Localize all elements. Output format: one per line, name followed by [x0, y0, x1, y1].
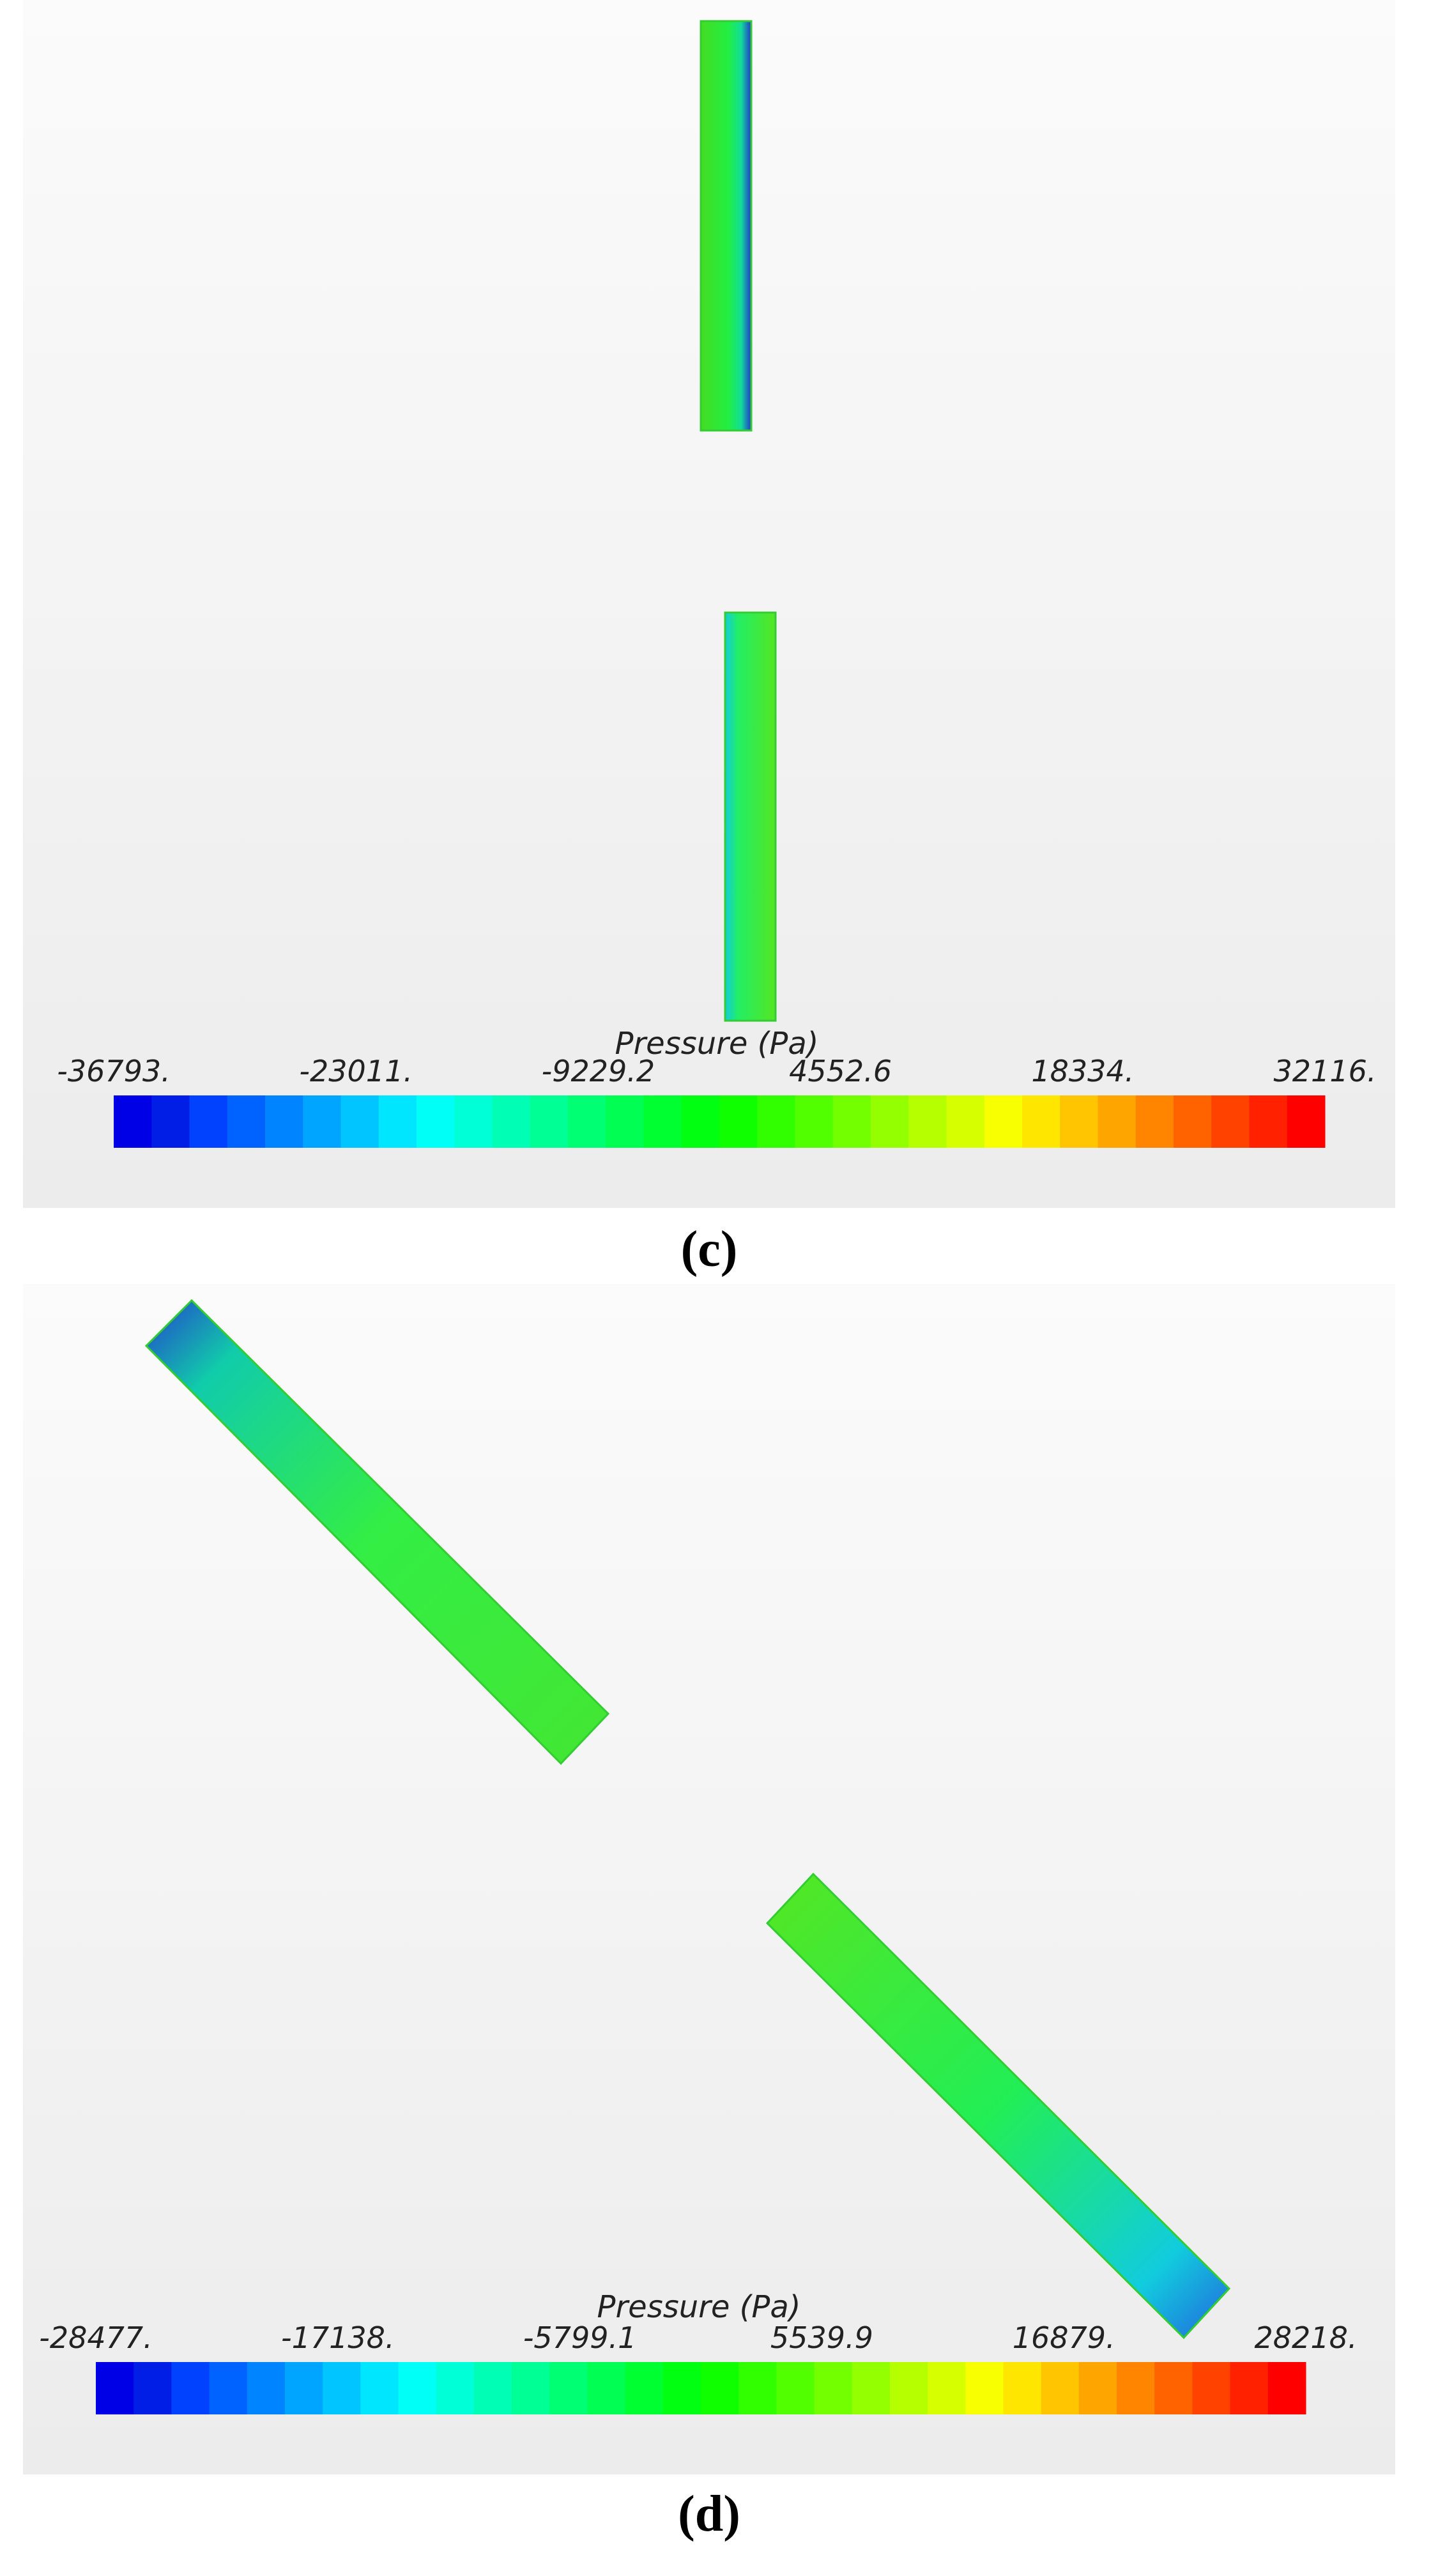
colorbar-segment — [209, 2362, 248, 2414]
colorbar-segment — [1230, 2362, 1269, 2414]
colorbar-segment — [1192, 2362, 1231, 2414]
colorbar-segment — [908, 1095, 947, 1148]
colorbar-segment — [1041, 2362, 1080, 2414]
colorbar-segment — [795, 1095, 834, 1148]
panel: Pressure (Pa) (d) -28477. -17138. -5799.1 5… — [23, 1284, 1395, 2542]
colorbar-tick-label: -36793. — [57, 1054, 171, 1088]
colorbar-segment — [662, 2362, 701, 2414]
colorbar-segment — [1267, 2362, 1306, 2414]
colorbar-segment — [189, 1095, 228, 1148]
colorbar-segment — [1098, 1095, 1136, 1148]
colorbar-segment — [473, 2362, 512, 2414]
colorbar-tick-label: -17138. — [281, 2321, 395, 2355]
colorbar-tick-label: 18334. — [1031, 1054, 1134, 1088]
colorbar-segment — [454, 1095, 493, 1148]
colorbar-segment — [151, 1095, 190, 1148]
colorbar-segment — [530, 1095, 569, 1148]
colorbar-segment — [871, 1095, 909, 1148]
colorbar-segment — [247, 2362, 286, 2414]
blade — [144, 1299, 610, 1765]
colorbar-segment — [1135, 1095, 1174, 1148]
colorbar-tick-label: -5799.1 — [523, 2321, 637, 2355]
colorbar-segment — [1060, 1095, 1098, 1148]
colorbar-segment — [852, 2362, 891, 2414]
colorbar-segment — [1211, 1095, 1250, 1148]
colorbar-segment — [341, 1095, 379, 1148]
panel: Pressure (Pa) (c) -36793. -23011. -9229.2 4… — [23, 0, 1395, 1277]
colorbar-segment — [436, 2362, 475, 2414]
colorbar-segment — [625, 2362, 664, 2414]
colorbar-segment — [984, 1095, 1023, 1148]
panel-label: (d) — [678, 2486, 740, 2542]
colorbar-segment — [303, 1095, 341, 1148]
colorbar-segment — [568, 1095, 606, 1148]
colorbar-segment — [928, 2362, 966, 2414]
colorbar-tick-label: -23011. — [299, 1054, 413, 1088]
colorbar-segment — [549, 2362, 588, 2414]
colorbar-title: Pressure (Pa) — [597, 2289, 801, 2325]
colorbar-segment — [417, 1095, 455, 1148]
colorbar-segment — [1154, 2362, 1193, 2414]
blade — [700, 20, 753, 432]
colorbar-segment — [738, 2362, 777, 2414]
colorbar-segment — [378, 1095, 417, 1148]
colorbar-segment — [587, 2362, 626, 2414]
colorbar-segment — [1022, 1095, 1060, 1148]
colorbar-segment — [1003, 2362, 1042, 2414]
colorbar-tick-label: 32116. — [1274, 1054, 1377, 1088]
colorbar-segment — [832, 1095, 871, 1148]
colorbar-segment — [1117, 2362, 1155, 2414]
colorbar-segment — [946, 1095, 985, 1148]
colorbar-segment — [643, 1095, 682, 1148]
colorbar-segment — [284, 2362, 323, 2414]
colorbar-tick-label: 16879. — [1013, 2321, 1115, 2355]
colorbar-segment — [492, 1095, 531, 1148]
colorbar-segment — [681, 1095, 720, 1148]
colorbar-segment — [889, 2362, 928, 2414]
colorbar-tick-label: -9229.2 — [542, 1054, 655, 1088]
colorbar-segment — [134, 2362, 172, 2414]
blade — [724, 611, 777, 1022]
colorbar-tick-label: -28477. — [39, 2321, 153, 2355]
colorbar-segment — [512, 2362, 550, 2414]
colorbar-segment — [814, 2362, 853, 2414]
colorbar-title: Pressure (Pa) — [615, 1026, 819, 1062]
colorbar-segment — [398, 2362, 437, 2414]
colorbar-segment — [1287, 1095, 1326, 1148]
colorbar-tick-label: 28218. — [1255, 2321, 1358, 2355]
colorbar-segment — [360, 2362, 399, 2414]
colorbar-segment — [114, 1095, 152, 1148]
colorbar-segment — [701, 2362, 739, 2414]
panel-label: (c) — [681, 1221, 738, 1277]
colorbar-tick-label: 4552.6 — [789, 1054, 892, 1088]
colorbar-segment — [171, 2362, 210, 2414]
colorbar-segment — [757, 1095, 795, 1148]
colorbar-segment — [1249, 1095, 1288, 1148]
colorbar-segment — [265, 1095, 303, 1148]
colorbar-tick-label: 5539.9 — [770, 2321, 873, 2355]
colorbar-segment — [323, 2362, 361, 2414]
blade — [765, 1872, 1231, 2340]
colorbar-segment — [227, 1095, 266, 1148]
colorbar-segment — [1078, 2362, 1117, 2414]
colorbar-segment — [965, 2362, 1004, 2414]
colorbar-segment — [776, 2362, 815, 2414]
colorbar-segment — [96, 2362, 134, 2414]
colorbar-segment — [606, 1095, 644, 1148]
colorbar-segment — [1174, 1095, 1212, 1148]
colorbar-segment — [719, 1095, 758, 1148]
